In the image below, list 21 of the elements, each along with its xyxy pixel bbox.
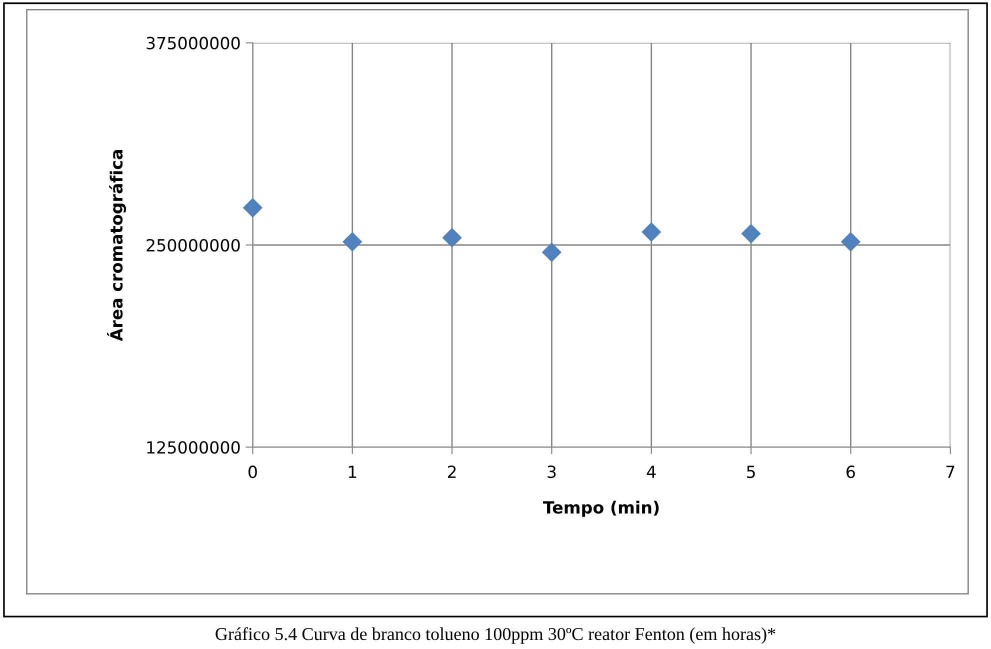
- x-axis-title: Tempo (min): [543, 500, 659, 517]
- point: [542, 242, 562, 262]
- y-tick-label: 125000000: [147, 441, 240, 454]
- point: [243, 198, 262, 218]
- point: [442, 228, 462, 248]
- x-tick-label: 0: [248, 466, 257, 478]
- y-tick-label: 250000000: [146, 238, 240, 252]
- point: [742, 224, 761, 244]
- x-tick-label: 1: [348, 466, 356, 478]
- y-tick-label: 375000000: [146, 36, 240, 50]
- x-tick-label: 7: [946, 466, 954, 478]
- x-tick-label: 6: [846, 466, 855, 478]
- point: [841, 232, 860, 252]
- point: [642, 222, 661, 242]
- y-axis-title: Área cromatográfica: [107, 150, 126, 342]
- point: [342, 232, 362, 252]
- x-tick-label: 2: [448, 466, 456, 478]
- text: Gráfico 5.4 Curva de branco tolueno 100ppm 30ºC reator Fenton (em horas)*: [216, 627, 776, 644]
- x-tick-label: 5: [747, 466, 755, 478]
- x-tick-label: 4: [646, 466, 656, 478]
- x-tick-label: 3: [548, 466, 556, 478]
